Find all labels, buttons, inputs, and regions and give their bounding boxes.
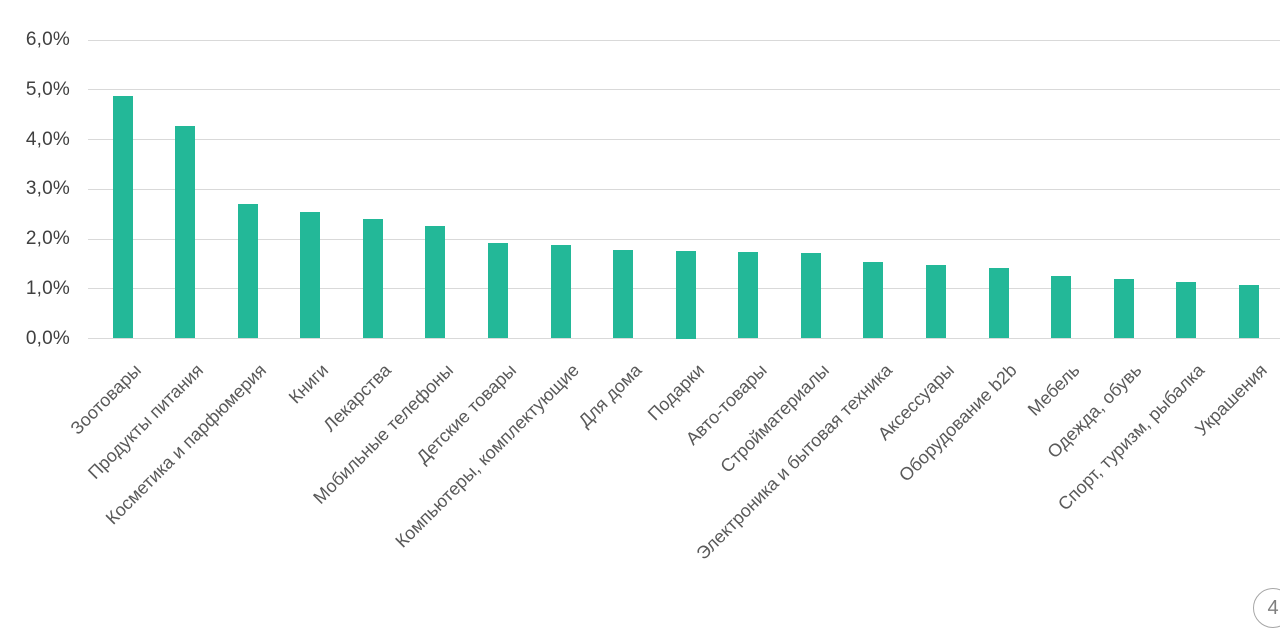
category-label: Стройматериалы bbox=[716, 360, 834, 477]
page-number-badge: 4 bbox=[1253, 588, 1280, 628]
bar bbox=[237, 203, 258, 339]
bar bbox=[613, 249, 634, 339]
gridline bbox=[88, 39, 1280, 41]
bar bbox=[926, 264, 947, 339]
category-label: Книги bbox=[284, 360, 333, 408]
category-label: Для дома bbox=[574, 360, 646, 431]
bar bbox=[863, 261, 884, 339]
y-axis-tick-label: 1,0% bbox=[25, 277, 70, 299]
y-axis-tick-label: 6,0% bbox=[25, 29, 70, 50]
gridline bbox=[88, 188, 1280, 190]
bar bbox=[175, 125, 196, 339]
bar bbox=[362, 219, 383, 339]
bar bbox=[425, 225, 446, 339]
category-label: Оборудование b2b bbox=[895, 360, 1021, 486]
bar bbox=[1176, 281, 1197, 339]
gridline bbox=[88, 89, 1280, 91]
gridline bbox=[88, 238, 1280, 240]
bar bbox=[1051, 275, 1072, 339]
bar bbox=[675, 251, 696, 339]
bar bbox=[112, 95, 133, 339]
y-axis-tick-label: 3,0% bbox=[25, 178, 70, 200]
gridline bbox=[88, 139, 1280, 140]
category-label: Подарки bbox=[643, 360, 708, 425]
y-axis-tick-label: 4,0% bbox=[25, 128, 70, 150]
y-axis-tick-label: 5,0% bbox=[25, 78, 70, 100]
bar bbox=[988, 267, 1009, 339]
category-label: Мебель bbox=[1023, 360, 1084, 420]
y-axis-tick-label: 0,0% bbox=[25, 327, 70, 349]
category-label: Продукты питания bbox=[84, 360, 208, 483]
bar bbox=[738, 252, 759, 339]
gridline bbox=[88, 338, 1280, 339]
bar bbox=[550, 244, 571, 339]
bar bbox=[1238, 284, 1259, 339]
y-axis-tick-label: 2,0% bbox=[25, 228, 70, 249]
bar bbox=[487, 242, 508, 339]
bar bbox=[300, 212, 321, 339]
bar bbox=[1113, 278, 1134, 339]
bar bbox=[800, 253, 821, 339]
